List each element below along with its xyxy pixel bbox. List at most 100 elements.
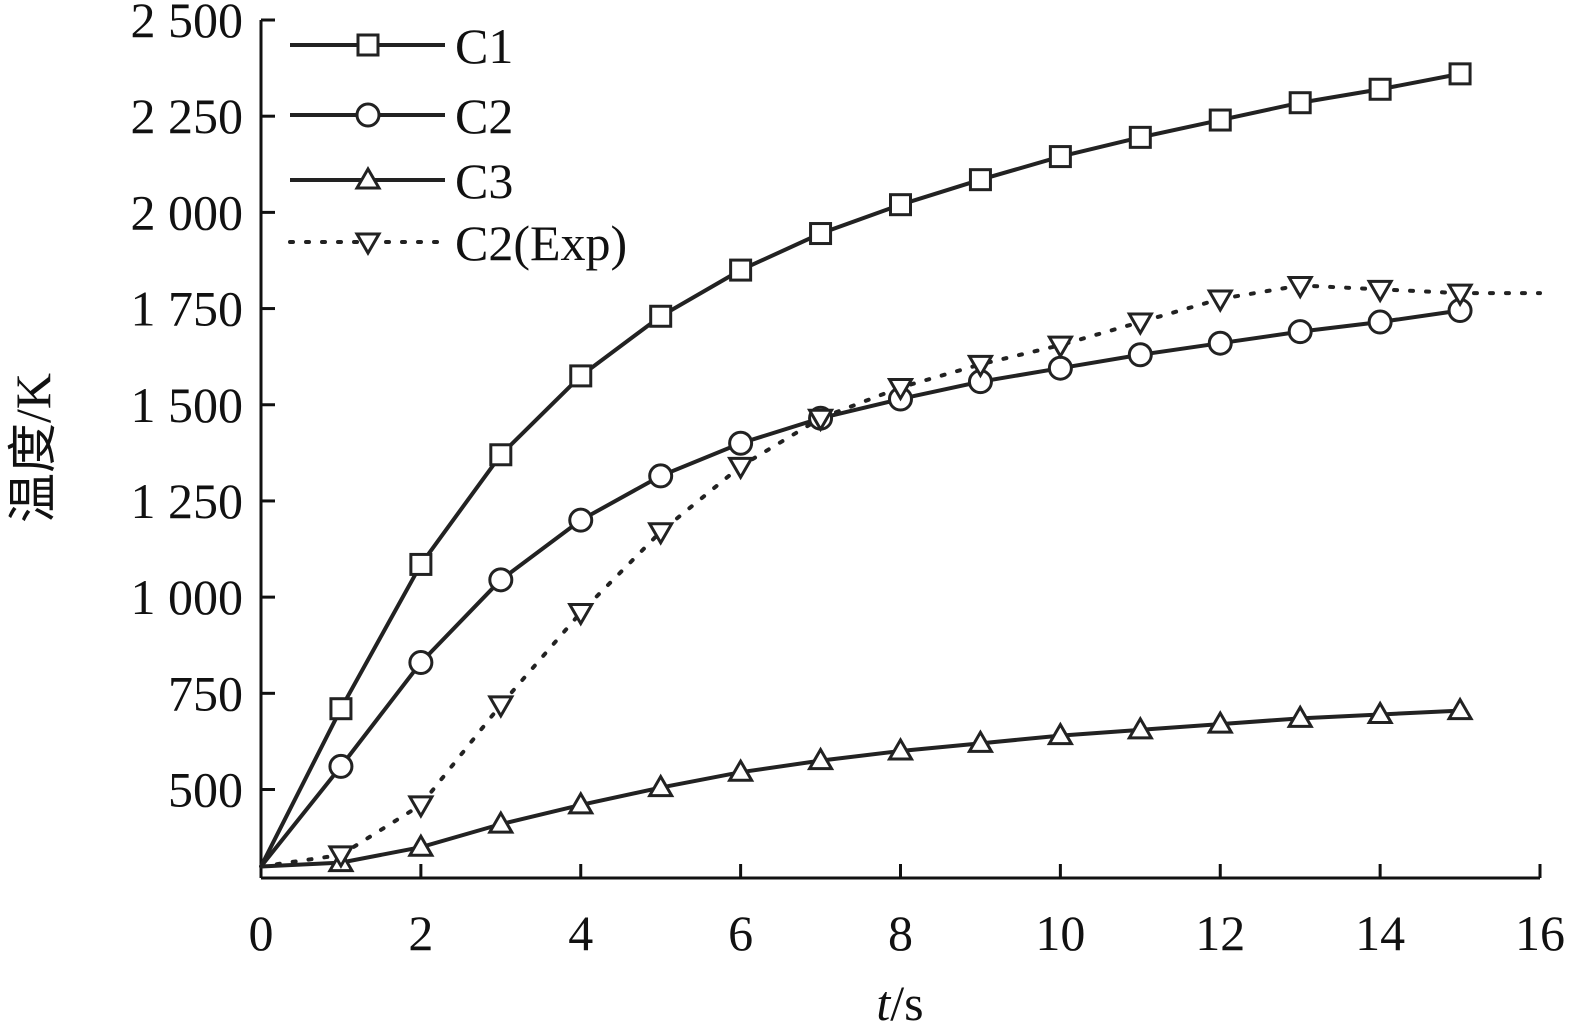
x-tick-label: 6 — [728, 905, 753, 961]
x-tick-label: 0 — [249, 905, 274, 961]
legend-label: C2(Exp) — [455, 215, 627, 271]
y-ticks: 500 750 1 000 1 250 1 500 1 750 2 000 2 250 2 50… — [131, 0, 275, 818]
data-point-c2 — [1287, 319, 1313, 345]
data-point-c1 — [649, 304, 673, 328]
data-point-c1 — [968, 168, 992, 192]
x-tick-label: 12 — [1195, 905, 1245, 961]
data-point-c3 — [966, 729, 995, 753]
y-tick-label: 500 — [168, 762, 243, 818]
data-point-c3 — [647, 773, 675, 798]
series-c1 — [259, 62, 1472, 868]
data-point-c3 — [1366, 700, 1394, 724]
data-point-c2-exp — [806, 408, 835, 433]
data-point-c2-exp — [1286, 275, 1314, 300]
data-point-c3 — [407, 833, 435, 857]
y-tick-label: 1 750 — [131, 281, 244, 337]
data-point-c2 — [1207, 330, 1233, 356]
data-point-c2-exp — [1366, 279, 1394, 304]
legend-item-c1: C1 — [290, 18, 513, 74]
data-point-c2-exp — [886, 377, 915, 402]
legend-item-c3: C3 — [290, 153, 513, 209]
data-point-c1 — [1208, 108, 1232, 132]
x-tick-label: 2 — [408, 905, 433, 961]
data-point-c3 — [1046, 721, 1074, 746]
data-point-c1 — [1288, 91, 1312, 115]
series-line-c2-exp — [259, 283, 1542, 869]
y-axis-title: 温度/K — [5, 373, 61, 523]
data-point-c2-exp — [487, 695, 515, 719]
y-tick-label: 2 000 — [131, 184, 244, 240]
data-point-c2 — [568, 507, 594, 533]
series-c2 — [259, 297, 1473, 868]
legend-item-c2-exp: C2(Exp) — [288, 215, 627, 271]
data-point-c2-exp — [727, 456, 755, 481]
y-tick-label: 1 000 — [131, 569, 244, 625]
series-layer — [259, 62, 1542, 873]
data-point-c2 — [728, 430, 754, 456]
data-point-c1 — [1448, 62, 1472, 86]
legend-swatch-marker — [354, 166, 382, 190]
data-point-c2-exp — [1206, 289, 1234, 313]
legend-item-c2: C2 — [290, 88, 513, 144]
data-point-c1 — [569, 364, 593, 388]
y-tick-label: 1 500 — [131, 377, 244, 433]
data-point-c1 — [889, 193, 912, 217]
x-tick-label: 10 — [1035, 905, 1085, 961]
data-point-c3 — [727, 758, 755, 782]
legend-label: C1 — [455, 18, 513, 74]
data-point-c1 — [1128, 125, 1152, 149]
x-axis-title: t/s — [876, 975, 923, 1031]
data-point-c2 — [328, 753, 354, 779]
data-point-c3 — [1446, 696, 1474, 721]
y-tick-label: 750 — [168, 665, 243, 721]
data-point-c1 — [1048, 145, 1072, 169]
data-point-c2-exp — [327, 845, 355, 869]
data-point-c2-exp — [1046, 335, 1074, 360]
data-point-c3 — [487, 810, 515, 834]
legend-swatch-marker — [356, 33, 380, 57]
data-point-c2-exp — [407, 795, 435, 819]
data-point-c1 — [1368, 77, 1392, 101]
x-axis-title-var: t — [876, 975, 891, 1031]
data-point-c2 — [1047, 355, 1073, 381]
legend-swatch-marker — [354, 232, 382, 256]
data-point-c2-exp — [567, 603, 595, 627]
series-line-c2 — [259, 308, 1461, 868]
data-point-c1 — [329, 697, 353, 721]
data-point-c3 — [567, 790, 595, 815]
data-point-c2-exp — [966, 354, 995, 379]
data-point-c3 — [886, 737, 915, 761]
data-point-c3 — [806, 746, 835, 771]
data-point-c1 — [729, 258, 753, 282]
x-axis-title-unit: /s — [890, 975, 923, 1031]
x-tick-label: 16 — [1515, 905, 1565, 961]
data-point-c1 — [409, 552, 433, 576]
data-point-c2-exp — [647, 522, 675, 546]
y-tick-label: 2 500 — [131, 0, 244, 48]
data-point-c2-exp — [1446, 283, 1474, 308]
legend-label: C3 — [455, 153, 513, 209]
data-point-c2 — [488, 567, 514, 593]
data-point-c2 — [648, 463, 674, 489]
data-point-c1 — [809, 222, 833, 246]
x-tick-label: 8 — [888, 905, 913, 961]
legend: C1 C2 C3 C2(Exp) — [288, 18, 627, 271]
x-tick-label: 4 — [568, 905, 593, 961]
data-point-c2-exp — [1126, 312, 1154, 337]
series-line-c3 — [260, 708, 1461, 869]
series-c2-exp — [259, 275, 1542, 869]
legend-swatch-marker — [355, 102, 381, 128]
y-tick-label: 1 250 — [131, 473, 244, 529]
data-point-c3 — [1206, 710, 1234, 734]
data-point-c2 — [1367, 309, 1393, 335]
data-point-c2 — [1127, 342, 1153, 368]
x-tick-label: 14 — [1355, 905, 1405, 961]
x-ticks: 0 2 4 6 8 10 12 14 16 — [249, 864, 1565, 961]
data-point-c3 — [1126, 715, 1154, 740]
legend-label: C2 — [455, 88, 513, 144]
data-point-c3 — [1286, 704, 1314, 728]
y-tick-label: 2 250 — [131, 88, 244, 144]
data-point-c1 — [489, 443, 513, 467]
series-line-c1 — [259, 71, 1461, 868]
